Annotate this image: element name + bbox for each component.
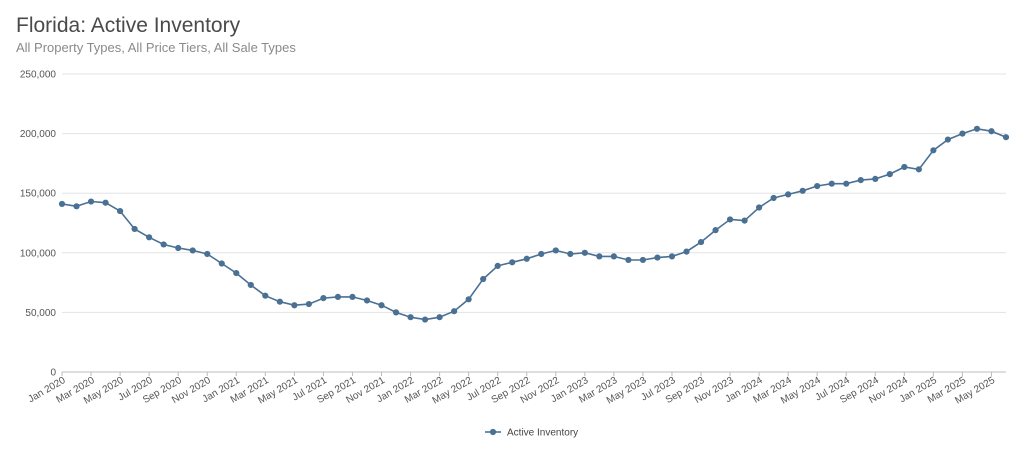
data-point bbox=[625, 256, 632, 264]
data-point bbox=[378, 302, 385, 309]
y-tick-label: 0 bbox=[50, 368, 56, 379]
data-point bbox=[843, 180, 850, 187]
data-point bbox=[233, 269, 240, 277]
y-tick-label: 200,000 bbox=[20, 129, 57, 140]
data-point bbox=[494, 262, 501, 270]
data-point bbox=[915, 166, 922, 173]
data-point bbox=[683, 248, 690, 255]
data-point bbox=[668, 253, 676, 260]
chart-subtitle: All Property Types, All Price Tiers, All… bbox=[16, 40, 296, 55]
data-point bbox=[451, 308, 458, 315]
data-point bbox=[930, 147, 937, 154]
data-point bbox=[102, 199, 109, 206]
data-point bbox=[741, 217, 748, 224]
data-point bbox=[349, 293, 356, 301]
data-point bbox=[872, 175, 879, 182]
data-point bbox=[799, 187, 806, 194]
series-line bbox=[61, 127, 1007, 321]
data-point bbox=[392, 309, 400, 316]
legend-label: Active Inventory bbox=[507, 428, 578, 439]
legend-marker bbox=[489, 428, 497, 436]
data-point bbox=[1002, 134, 1010, 141]
data-point bbox=[944, 136, 952, 143]
data-point bbox=[58, 200, 66, 208]
data-point bbox=[756, 204, 763, 211]
data-point bbox=[828, 180, 835, 187]
y-tick-label: 250,000 bbox=[20, 70, 57, 81]
data-point bbox=[146, 234, 153, 241]
data-point bbox=[538, 250, 545, 258]
y-tick-label: 100,000 bbox=[20, 248, 57, 259]
data-point bbox=[218, 260, 225, 267]
y-tick-label: 50,000 bbox=[25, 308, 56, 319]
data-point bbox=[305, 300, 312, 308]
data-point bbox=[814, 182, 821, 190]
data-point bbox=[334, 293, 342, 301]
data-point bbox=[363, 297, 371, 304]
data-point bbox=[247, 281, 254, 289]
data-point bbox=[610, 253, 617, 260]
data-point bbox=[726, 216, 734, 223]
data-point bbox=[204, 250, 211, 258]
data-point bbox=[509, 259, 516, 266]
data-point bbox=[160, 241, 167, 248]
data-point bbox=[712, 227, 719, 234]
data-point bbox=[523, 255, 530, 262]
data-point bbox=[175, 244, 182, 252]
data-point bbox=[567, 250, 574, 258]
data-point bbox=[116, 207, 124, 215]
data-point bbox=[87, 198, 95, 205]
chart-title: Florida: Active Inventory bbox=[16, 14, 241, 37]
y-tick-label: 150,000 bbox=[20, 189, 57, 200]
data-point bbox=[959, 130, 966, 137]
data-point bbox=[886, 171, 893, 178]
data-point bbox=[552, 247, 559, 254]
data-point bbox=[973, 125, 981, 132]
data-point bbox=[465, 296, 472, 303]
data-point bbox=[901, 163, 908, 171]
data-point bbox=[770, 194, 777, 202]
data-point bbox=[189, 247, 196, 254]
data-point bbox=[131, 225, 138, 233]
data-point bbox=[421, 316, 429, 323]
data-point bbox=[654, 254, 661, 261]
data-point bbox=[785, 191, 792, 198]
data-point bbox=[407, 314, 414, 321]
data-point bbox=[291, 302, 298, 309]
data-point bbox=[262, 292, 269, 299]
data-point bbox=[639, 256, 647, 264]
data-point bbox=[480, 275, 487, 283]
data-point bbox=[276, 298, 283, 305]
data-point bbox=[857, 176, 864, 184]
data-point bbox=[320, 294, 327, 302]
data-point bbox=[697, 238, 705, 246]
data-point bbox=[596, 253, 603, 260]
data-point bbox=[436, 314, 443, 321]
data-point bbox=[988, 128, 995, 135]
data-point bbox=[581, 249, 588, 256]
data-point bbox=[73, 203, 80, 210]
